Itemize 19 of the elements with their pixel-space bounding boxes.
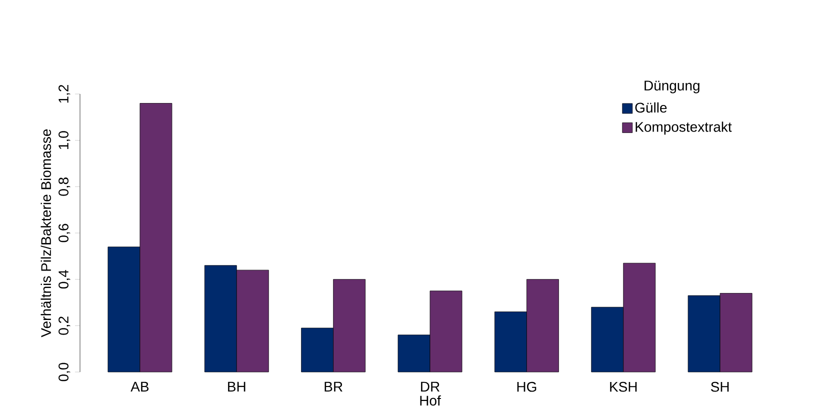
- x-tick-label: KSH: [610, 382, 637, 392]
- x-tick-label: BH: [228, 382, 246, 392]
- x-tick-label: AB: [130, 382, 149, 392]
- legend-label: Kompostextrakt: [636, 122, 732, 135]
- x-tick-label: BR: [324, 382, 342, 392]
- y-tick-label: 0,6: [58, 224, 70, 242]
- y-tick-label: 0,8: [58, 178, 70, 196]
- legend-label: Gülle: [635, 102, 667, 113]
- y-tick-label: 0,0: [58, 362, 70, 382]
- y-axis-title: Verhältnis Pilz/Bakterie Biomasse: [40, 129, 52, 338]
- legend-title: Düngung: [644, 80, 700, 94]
- y-tick-label: 0,4: [58, 270, 70, 289]
- x-axis-title: Hof: [420, 395, 441, 406]
- x-tick-label: SH: [710, 382, 729, 392]
- y-tick-label: 1,2: [58, 84, 70, 103]
- y-tick-label: 1,0: [58, 131, 70, 149]
- y-tick-label: 0,2: [58, 316, 70, 335]
- x-tick-label: DR: [421, 382, 440, 392]
- x-tick-label: HG: [517, 382, 536, 392]
